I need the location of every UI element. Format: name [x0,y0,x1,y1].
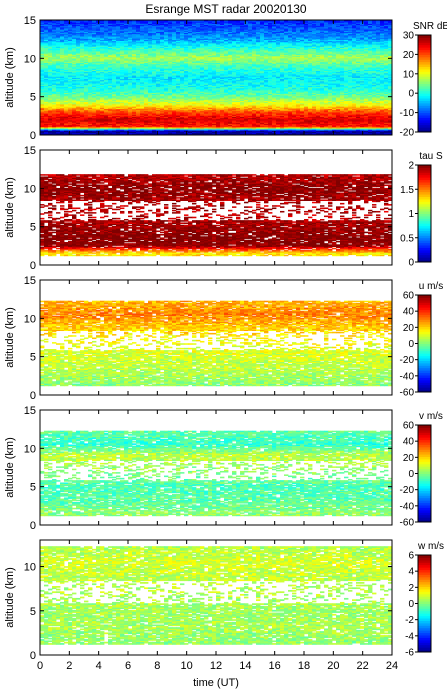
chart-title: Esrange MST radar 20020130 [145,2,307,16]
heatmap-cells [40,20,392,135]
